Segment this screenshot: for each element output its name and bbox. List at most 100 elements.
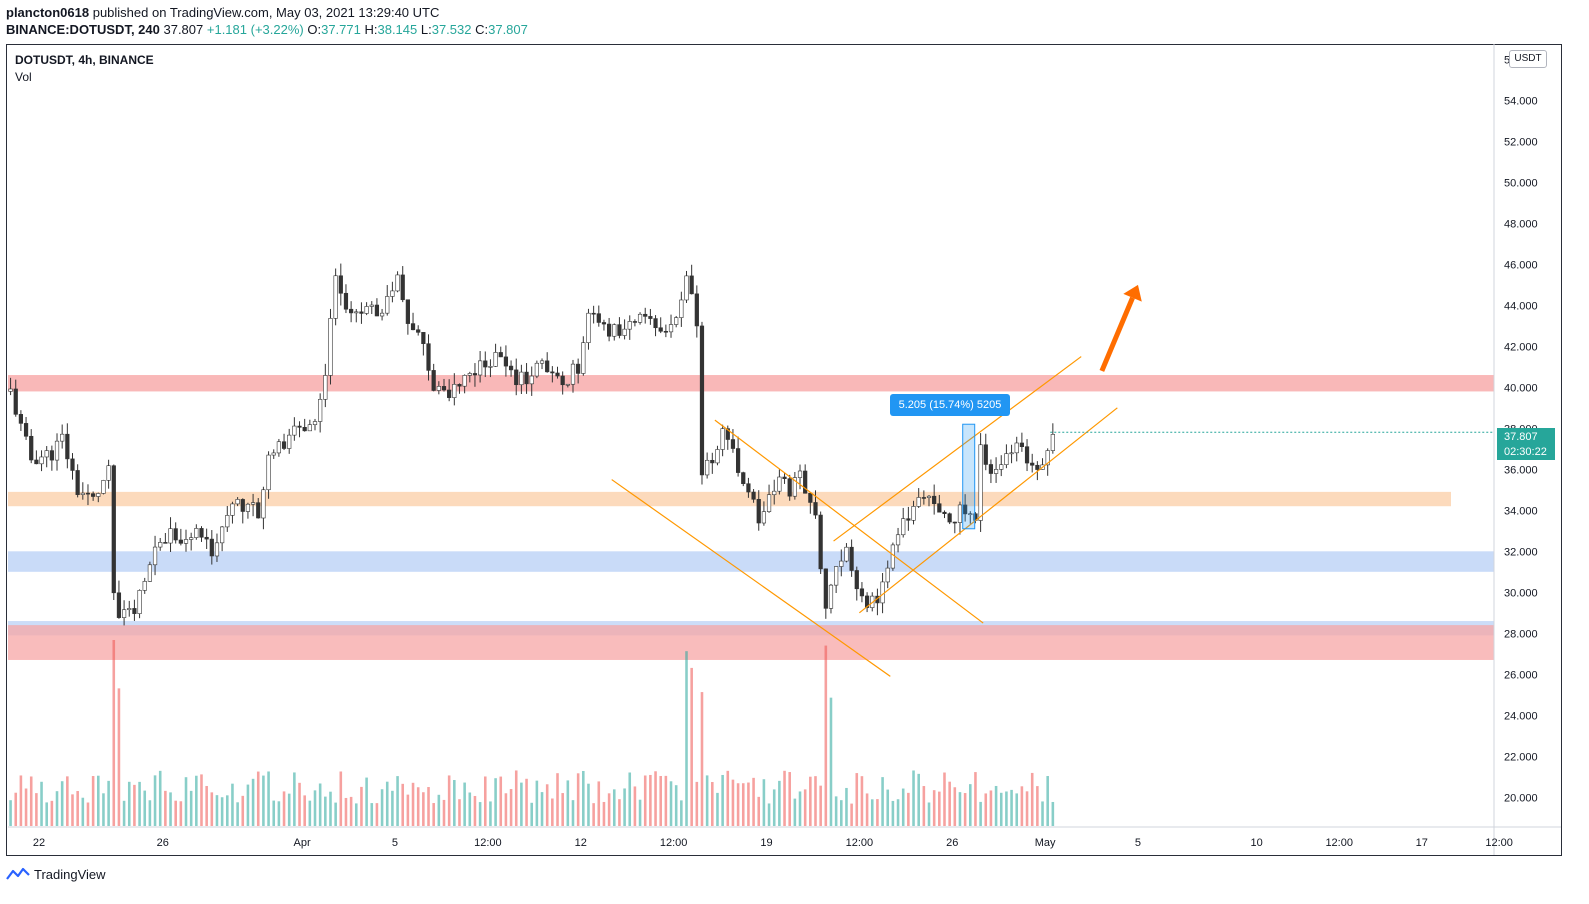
volume-bar [520, 782, 523, 826]
volume-bar [788, 772, 791, 826]
candle-body [276, 441, 281, 454]
volume-bar [509, 789, 513, 826]
candle-body [725, 428, 730, 440]
candle-body [91, 493, 96, 497]
candle-body [1045, 450, 1050, 466]
candle-body [828, 584, 834, 609]
candle-body [834, 566, 839, 586]
volume-bar [246, 784, 250, 826]
volume-bar [195, 775, 198, 826]
volume-bar [1036, 786, 1039, 826]
volume-bar [385, 781, 389, 826]
volume-bar [158, 770, 162, 826]
candle-body [885, 567, 890, 583]
candle-body [1014, 442, 1019, 454]
candle-body [349, 308, 354, 314]
volume-bar [963, 793, 967, 826]
candle-body [632, 321, 638, 323]
volume-bar [680, 800, 683, 826]
volume-bar [1030, 772, 1034, 826]
candle-body [803, 470, 808, 494]
volume-bar [618, 799, 621, 826]
volume-bar [494, 778, 497, 826]
volume-bar [731, 779, 735, 826]
volume-bar [850, 803, 853, 826]
candle-body [777, 476, 782, 492]
volume-bar [901, 788, 905, 826]
candle-body [209, 538, 214, 557]
currency-unit-button[interactable]: USDT [1509, 50, 1547, 68]
candle-body [395, 274, 400, 292]
candle-body [39, 456, 44, 465]
volume-bar [772, 789, 776, 826]
volume-bar [592, 803, 595, 826]
volume-bar [829, 697, 833, 826]
candle-body [957, 504, 963, 523]
volume-bar [458, 799, 461, 826]
candle-body [54, 440, 60, 461]
candle-body [844, 546, 849, 562]
candle-body [287, 434, 292, 449]
candle-body [220, 526, 225, 544]
volume-bar [551, 798, 554, 826]
candle-body [478, 360, 483, 376]
footer-brand[interactable]: TradingView [34, 866, 106, 882]
footer: TradingView [6, 864, 106, 884]
candle-body [911, 506, 916, 521]
candle-body [147, 564, 152, 582]
volume-bar [891, 800, 895, 826]
candle-body [792, 477, 797, 497]
ohlc-line: BINANCE:DOTUSDT, 240 37.807 +1.181 (+3.2… [6, 22, 528, 37]
candle-body [926, 495, 932, 498]
candle-body [746, 483, 751, 493]
volume-bar [127, 781, 131, 826]
trendline [611, 479, 891, 677]
candle-body [498, 352, 503, 358]
volume-bar [241, 795, 245, 826]
volume-bar [293, 772, 296, 826]
volume-bar [1020, 786, 1024, 826]
candle-body [194, 528, 199, 538]
candle-body [772, 490, 777, 496]
volume-bar [236, 802, 239, 826]
candle-body [462, 375, 467, 387]
candle-body [519, 371, 524, 386]
candle-body [978, 444, 983, 521]
candle-body [550, 371, 555, 374]
current-price-value: 37.807 [1504, 431, 1538, 443]
volume-bar [303, 795, 306, 826]
candle-body [261, 489, 266, 519]
volume-bar [824, 645, 828, 826]
candle-body [689, 275, 694, 295]
volume-bar [814, 776, 817, 826]
candle-body [390, 290, 395, 297]
volume-bar [174, 800, 177, 826]
volume-bar [468, 792, 472, 826]
candle-body [596, 313, 601, 323]
volume-bar [391, 790, 394, 826]
volume-bar [422, 792, 425, 826]
candle-body [75, 470, 80, 495]
username[interactable]: plancton0618 [6, 5, 90, 20]
candle-body [684, 275, 689, 301]
volume-bar [819, 785, 822, 826]
candle-body [813, 502, 818, 516]
volume-bar [504, 793, 508, 826]
projection-arrow-head [1123, 284, 1142, 302]
volume-bar [876, 799, 879, 826]
chart-frame[interactable] [6, 44, 1562, 856]
candle-body [839, 560, 844, 567]
candle-body [281, 441, 287, 449]
volume-bar [133, 784, 136, 826]
volume-bar [489, 801, 492, 826]
legend-volume: Vol [15, 70, 32, 84]
volume-bar [267, 771, 270, 826]
candle-body [101, 480, 106, 494]
candle-body [96, 493, 101, 497]
candle-body [823, 568, 828, 609]
volume-bar [24, 788, 28, 826]
volume-bar [741, 783, 745, 826]
y-tick-label: 48.000 [1504, 218, 1538, 230]
candle-body [204, 536, 209, 540]
